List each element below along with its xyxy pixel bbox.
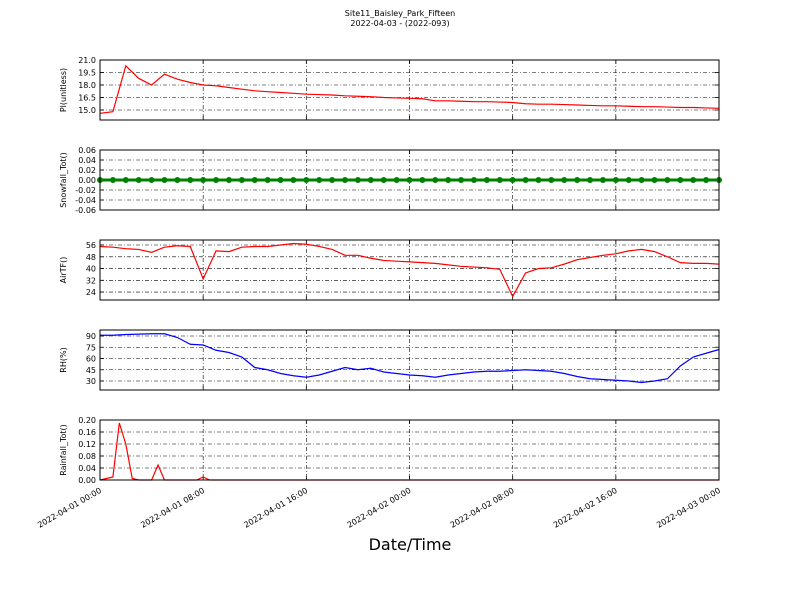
data-line bbox=[99, 242, 720, 298]
y-tick-label: 0.08 bbox=[78, 452, 96, 461]
data-point bbox=[496, 177, 503, 183]
data-point bbox=[354, 177, 361, 183]
y-tick-label: 40 bbox=[86, 265, 96, 274]
data-point bbox=[470, 177, 477, 183]
y-tick-label: 0.12 bbox=[78, 440, 96, 449]
data-point bbox=[109, 177, 116, 183]
y-tick-label: 56 bbox=[86, 241, 96, 250]
y-tick-label: 90 bbox=[86, 332, 96, 341]
data-point bbox=[574, 177, 581, 183]
data-point bbox=[509, 177, 516, 183]
y-axis-label: RH(%) bbox=[59, 347, 68, 372]
y-tick-label: 18.0 bbox=[78, 81, 96, 90]
data-point bbox=[548, 177, 555, 183]
x-axis-label: Date/Time bbox=[369, 535, 452, 554]
y-tick-label: 0.02 bbox=[78, 166, 96, 175]
data-point bbox=[290, 177, 297, 183]
y-tick-label: -0.02 bbox=[75, 186, 96, 195]
plot-frame bbox=[99, 329, 720, 391]
data-point bbox=[316, 177, 323, 183]
data-point bbox=[587, 177, 594, 183]
y-tick-label: 0.06 bbox=[78, 146, 96, 155]
y-tick-label: 21.0 bbox=[78, 56, 96, 65]
data-point bbox=[625, 177, 632, 183]
data-point bbox=[225, 177, 232, 183]
data-point bbox=[251, 177, 258, 183]
y-tick-label: 75 bbox=[86, 343, 96, 352]
data-point bbox=[406, 177, 413, 183]
chart-subtitle: 2022-04-03 - (2022-093) bbox=[350, 19, 449, 28]
y-axis-label: AirTF() bbox=[59, 257, 68, 284]
data-point bbox=[200, 177, 207, 183]
data-point bbox=[238, 177, 245, 183]
data-point bbox=[380, 177, 387, 183]
y-tick-label: 0.16 bbox=[78, 428, 96, 437]
y-tick-label: 24 bbox=[86, 288, 96, 297]
y-tick-label: 19.5 bbox=[78, 69, 96, 78]
data-point bbox=[393, 177, 400, 183]
plot-frame bbox=[99, 239, 720, 301]
data-point bbox=[122, 177, 129, 183]
data-point bbox=[367, 177, 374, 183]
y-axis-label: Rainfall_Tot() bbox=[59, 424, 68, 476]
data-point bbox=[187, 177, 194, 183]
data-line bbox=[99, 64, 720, 114]
y-tick-label: 15.0 bbox=[78, 106, 96, 115]
data-point bbox=[535, 177, 542, 183]
plot-frame bbox=[99, 419, 720, 481]
y-tick-label: 0.00 bbox=[78, 476, 96, 485]
data-point bbox=[264, 177, 271, 183]
y-tick-label: 60 bbox=[86, 355, 96, 364]
data-point bbox=[342, 177, 349, 183]
data-point bbox=[148, 177, 155, 183]
y-tick-label: 32 bbox=[86, 276, 96, 285]
data-point bbox=[677, 177, 684, 183]
data-point bbox=[419, 177, 426, 183]
y-tick-label: 45 bbox=[86, 366, 96, 375]
plot-frame bbox=[99, 59, 720, 121]
data-point bbox=[612, 177, 619, 183]
y-axis-label: Pl(unitless) bbox=[59, 68, 68, 112]
data-point bbox=[213, 177, 220, 183]
data-point bbox=[135, 177, 142, 183]
data-point bbox=[651, 177, 658, 183]
y-axis-label: Snowfall_Tot() bbox=[59, 152, 68, 208]
data-line bbox=[100, 333, 720, 384]
y-tick-label: 0.20 bbox=[78, 416, 96, 425]
data-point bbox=[161, 177, 168, 183]
data-point bbox=[329, 177, 336, 183]
y-tick-label: 48 bbox=[86, 253, 96, 262]
chart-title: Site11_Baisley_Park_Fifteen bbox=[345, 9, 455, 18]
data-point bbox=[638, 177, 645, 183]
data-point bbox=[522, 177, 529, 183]
data-point bbox=[303, 177, 310, 183]
y-tick-label: 16.5 bbox=[78, 94, 96, 103]
y-tick-label: -0.06 bbox=[75, 206, 96, 215]
data-point bbox=[690, 177, 697, 183]
data-point bbox=[664, 177, 671, 183]
data-point bbox=[174, 177, 181, 183]
data-point bbox=[458, 177, 465, 183]
data-point bbox=[483, 177, 490, 183]
y-tick-label: 0.04 bbox=[78, 464, 96, 473]
y-tick-label: 30 bbox=[86, 377, 96, 386]
y-tick-label: 0.00 bbox=[78, 176, 96, 185]
data-point bbox=[561, 177, 568, 183]
data-point bbox=[703, 177, 710, 183]
data-point bbox=[599, 177, 606, 183]
y-tick-label: 0.04 bbox=[78, 156, 96, 165]
data-point bbox=[277, 177, 284, 183]
plot-frame bbox=[99, 149, 720, 211]
data-point bbox=[432, 177, 439, 183]
data-point bbox=[445, 177, 452, 183]
y-tick-label: -0.04 bbox=[75, 196, 96, 205]
